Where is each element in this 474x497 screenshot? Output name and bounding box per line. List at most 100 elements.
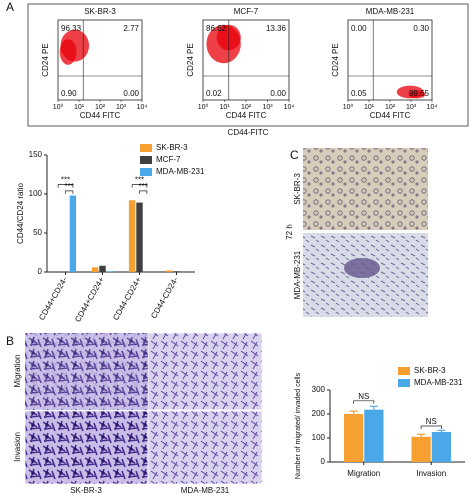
y-axis-label: CD44/CD24 ratio xyxy=(16,182,25,243)
x-tick-label: 10³ xyxy=(406,104,417,111)
panel-frame xyxy=(27,3,469,127)
bar xyxy=(69,195,77,272)
plot-title: MDA-MB-231 xyxy=(366,7,415,16)
quadrant-value: 99.65 xyxy=(409,89,430,98)
x-tick-label: 10⁴ xyxy=(427,104,438,111)
error-bar xyxy=(417,433,426,437)
x-tick-label: 10¹ xyxy=(219,104,230,111)
plot-y-label: CD24 PE xyxy=(41,43,50,76)
quadrant-value: 0.05 xyxy=(351,89,367,98)
panel-label: C xyxy=(290,148,299,162)
cell-cloud xyxy=(59,39,77,65)
x-tick-label: 10² xyxy=(385,104,396,111)
quadrant-value: 96.33 xyxy=(61,24,82,33)
row-label: SK-BR-3 xyxy=(293,173,302,205)
error-bar xyxy=(369,405,378,410)
significance-bracket xyxy=(420,425,442,429)
bar xyxy=(91,267,99,272)
error-bar xyxy=(349,410,358,414)
x-tick-label: 10⁴ xyxy=(137,104,148,111)
x-tick-label: 10¹ xyxy=(74,104,85,111)
bar xyxy=(128,200,136,272)
x-tick-label: CD44+CD24- xyxy=(37,275,69,322)
legend-swatch xyxy=(140,156,152,164)
y-tick-label: 200 xyxy=(312,409,326,418)
significance-bracket xyxy=(353,400,375,404)
quadrant-value: 13.36 xyxy=(266,24,287,33)
x-tick-label: Migration xyxy=(347,469,380,478)
y-tick-label: 100 xyxy=(312,433,326,442)
x-tick-label: 10⁴ xyxy=(284,104,295,111)
panel-label: B xyxy=(6,334,14,348)
bar xyxy=(364,409,384,462)
legend-label: MDA-MB-231 xyxy=(414,378,463,387)
micrograph xyxy=(147,332,263,411)
bar xyxy=(344,414,364,462)
cell-cloud xyxy=(408,90,426,99)
panel-label: A xyxy=(6,0,14,14)
legend-swatch xyxy=(398,367,410,375)
micrograph xyxy=(303,148,428,230)
micrograph xyxy=(24,410,149,485)
y-axis-label: Number of migrated/ invaded cells xyxy=(295,372,302,479)
plot-y-label: CD24 PE xyxy=(331,43,340,76)
legend-swatch xyxy=(398,379,410,387)
quadrant-value: 86.62 xyxy=(206,24,227,33)
micrograph xyxy=(25,333,148,410)
row-label: Migration xyxy=(13,355,22,388)
significance-label: NS xyxy=(426,417,437,426)
bar xyxy=(106,271,114,272)
significance-label: *** xyxy=(65,182,74,191)
row-label: Invasion xyxy=(13,432,22,462)
bar xyxy=(431,432,451,462)
y-tick-label: 50 xyxy=(33,228,42,237)
legend-label: MCF-7 xyxy=(156,155,181,164)
x-tick-label: CD44+CD24+ xyxy=(73,275,106,323)
legend-swatch xyxy=(140,168,152,176)
plot-y-label: CD24 PE xyxy=(186,43,195,76)
quadrant-value: 0.00 xyxy=(351,24,367,33)
bar xyxy=(173,271,180,272)
y-tick-label: 0 xyxy=(38,267,43,276)
plot-x-label: CD44 FITC xyxy=(80,111,121,120)
x-tick-label: 10² xyxy=(95,104,106,111)
x-tick-label: 10⁰ xyxy=(343,103,354,111)
significance-label: *** xyxy=(135,176,144,185)
x-tick-label: CD44-CD24+ xyxy=(111,275,143,322)
significance-bracket xyxy=(57,184,74,188)
quadrant-value: 0.30 xyxy=(413,24,429,33)
column-label: MDA-MB-231 xyxy=(181,486,230,495)
x-tick-label: 10³ xyxy=(262,104,273,111)
x-tick-label: 10³ xyxy=(116,104,127,111)
micrograph xyxy=(147,410,263,485)
y-tick-label: 150 xyxy=(29,150,43,159)
plot-title: SK-BR-3 xyxy=(84,7,116,16)
quadrant-value: 0.00 xyxy=(123,89,139,98)
legend-label: SK-BR-3 xyxy=(156,143,188,152)
significance-label: *** xyxy=(139,182,148,191)
plot-x-label: CD44 FITC xyxy=(226,111,267,120)
plot-frame xyxy=(347,19,433,101)
significance-bracket xyxy=(139,190,148,194)
y-tick-label: 0 xyxy=(321,457,326,466)
quadrant-value: 2.77 xyxy=(123,24,139,33)
significance-label: *** xyxy=(61,176,70,185)
cell-cluster xyxy=(344,258,380,278)
legend-label: SK-BR-3 xyxy=(414,366,446,375)
time-label: 72 h xyxy=(285,224,294,240)
x-tick-label: 10⁰ xyxy=(53,103,64,111)
plot-title: MCF-7 xyxy=(234,7,259,16)
legend-swatch xyxy=(140,144,152,152)
y-tick-label: 100 xyxy=(29,189,43,198)
quadrant-value: 0.00 xyxy=(270,89,286,98)
x-tick-label: Invasion xyxy=(416,469,446,478)
x-tick-label: 10⁰ xyxy=(198,103,209,111)
bar xyxy=(165,270,173,272)
significance-label: NS xyxy=(358,392,369,401)
significance-bracket xyxy=(131,184,148,188)
bar xyxy=(136,202,143,272)
x-tick-label: 10² xyxy=(241,104,252,111)
quadrant-value: 0.02 xyxy=(206,89,222,98)
plot-x-label: CD44 FITC xyxy=(370,111,411,120)
